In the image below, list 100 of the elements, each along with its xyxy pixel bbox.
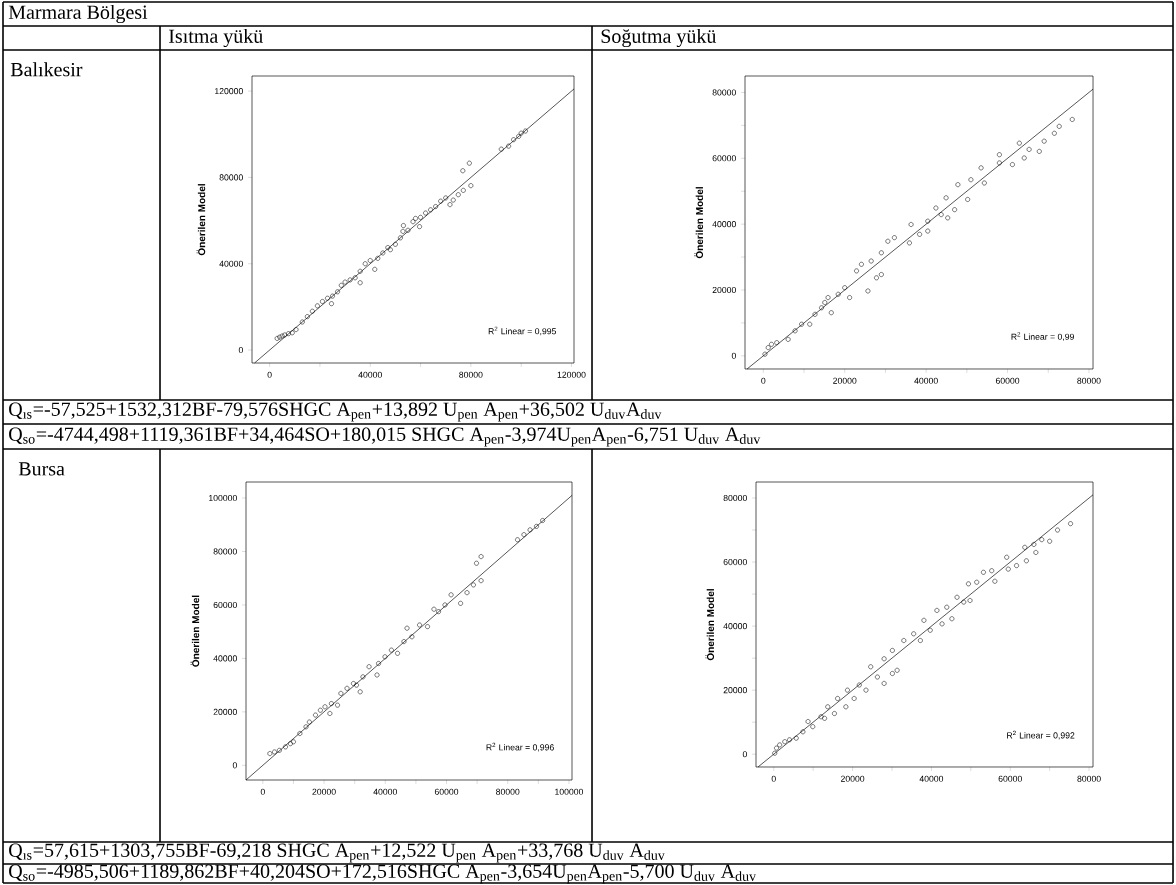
point (954, 594, 960, 600)
point (1047, 538, 1053, 544)
point (329, 301, 334, 307)
point (367, 258, 373, 263)
point (447, 202, 453, 208)
y-tick-label: 20000 (213, 708, 237, 715)
point (515, 537, 520, 543)
point (1031, 542, 1037, 547)
point (417, 224, 422, 230)
point (471, 582, 476, 588)
point (362, 261, 368, 267)
point (516, 134, 522, 139)
point (777, 742, 783, 748)
point (450, 197, 456, 203)
point (374, 672, 380, 678)
point (398, 235, 403, 241)
x-tick-label: 80000 (1077, 377, 1101, 384)
text: Soğutma yükü (601, 28, 717, 48)
y-tick-label: 0 (232, 762, 237, 769)
text: Q$_{ıs}$=57,615+1303,755BF-69,218 SHGC A$_{pen}$+12,522 U$_{pen}$ A$_{pen}$+33,768 U$_{duv}$ A$_{duv}$ (9, 843, 665, 863)
point (418, 214, 423, 220)
point (400, 228, 406, 234)
annotation: R$^{2}$ Linear = 0,995 (488, 326, 557, 336)
point (376, 661, 381, 666)
point (283, 744, 288, 750)
x-tick-label: 20000 (833, 377, 857, 384)
point (810, 724, 816, 730)
point (921, 617, 927, 623)
point (865, 288, 871, 294)
x-tick-label: 60000 (998, 775, 1022, 782)
point (272, 749, 277, 755)
point (997, 160, 1002, 166)
point (409, 634, 415, 640)
y-tick-label: 60000 (213, 601, 237, 609)
point (276, 747, 282, 753)
point (992, 578, 998, 584)
point (289, 330, 295, 336)
point (1022, 544, 1028, 550)
point (1026, 147, 1032, 152)
point (822, 715, 827, 721)
point (1005, 566, 1011, 572)
point (762, 351, 768, 357)
point (523, 128, 528, 134)
point (431, 606, 437, 612)
x-tick-label: 120000 (557, 371, 586, 378)
point (885, 238, 891, 244)
point (464, 590, 470, 596)
point (933, 205, 939, 211)
point (389, 647, 394, 653)
point (842, 285, 848, 291)
point (425, 624, 430, 629)
point (325, 295, 330, 301)
point (329, 701, 334, 706)
point (344, 685, 350, 691)
point (317, 707, 323, 713)
point (847, 295, 853, 300)
point (978, 165, 984, 171)
point (404, 625, 410, 631)
point (845, 687, 850, 693)
x-tick-label: 100000 (555, 788, 584, 795)
point (468, 183, 474, 189)
y-tick-label: 120000 (215, 88, 243, 95)
y-tick-label: 80000 (213, 548, 237, 555)
point (769, 341, 774, 347)
point (297, 731, 303, 736)
y-axis-title: Önerilen Model (694, 187, 704, 259)
point (534, 523, 539, 529)
point (330, 293, 335, 299)
point (423, 210, 428, 216)
point (981, 569, 986, 575)
point (961, 599, 967, 605)
point (417, 622, 422, 628)
point (925, 228, 931, 234)
annotation: R$^{2}$ Linear = 0,996 (486, 742, 554, 752)
point (934, 608, 940, 613)
y-tick-label: 40000 (219, 260, 243, 267)
y-tick-label: 40000 (712, 221, 736, 228)
y-tick-label: 80000 (723, 494, 747, 502)
point (955, 182, 961, 188)
point (335, 702, 340, 708)
point (881, 656, 887, 662)
point (282, 332, 288, 338)
point (511, 137, 517, 143)
point (455, 192, 461, 198)
point (785, 336, 791, 342)
point (380, 250, 386, 256)
y-tick-label: 0 (238, 347, 243, 354)
point (772, 750, 778, 756)
point (1021, 155, 1027, 161)
point (881, 681, 887, 686)
point (478, 554, 484, 559)
point (944, 604, 950, 610)
point (466, 160, 472, 166)
y-tick-label: 80000 (712, 89, 736, 96)
y-tick-label: 0 (742, 751, 747, 758)
y-tick-label: 60000 (723, 559, 747, 566)
point (395, 650, 400, 656)
text: Bursa (18, 462, 65, 476)
point (460, 168, 466, 174)
point (360, 674, 366, 680)
